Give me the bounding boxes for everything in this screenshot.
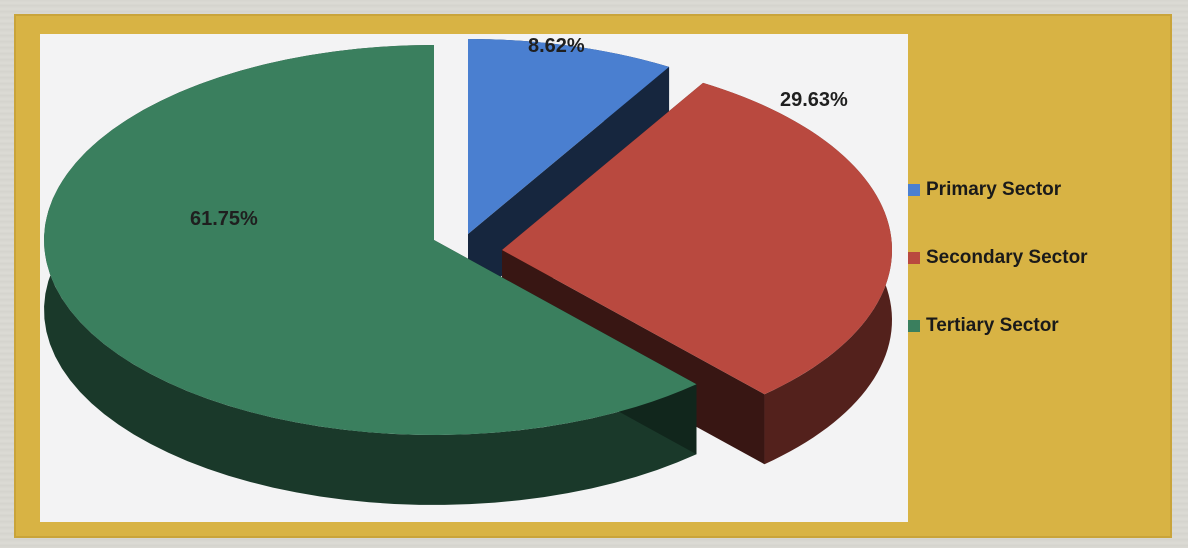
slice-secondary (502, 82, 892, 395)
legend-label-primary: Primary Sector (926, 179, 1062, 200)
legend-label-tertiary: Tertiary Sector (926, 315, 1059, 336)
legend-item-primary: Primary Sector (908, 178, 1158, 202)
data-label-secondary: 29.63% (780, 89, 848, 111)
slice-primary (468, 39, 670, 234)
slice-side-tertiary (44, 45, 697, 505)
legend-swatch-tertiary (908, 320, 920, 332)
legend-item-secondary: Secondary Sector (908, 246, 1158, 270)
legend-swatch-secondary (908, 252, 920, 264)
data-label-tertiary: 61.75% (190, 208, 258, 230)
legend-label-secondary: Secondary Sector (926, 247, 1088, 268)
legend: Primary Sector Secondary Sector Tertiary… (908, 178, 1158, 382)
slice-tertiary (44, 45, 697, 435)
legend-item-tertiary: Tertiary Sector (908, 314, 1158, 338)
legend-swatch-primary (908, 184, 920, 196)
data-label-primary: 8.62% (528, 35, 585, 57)
